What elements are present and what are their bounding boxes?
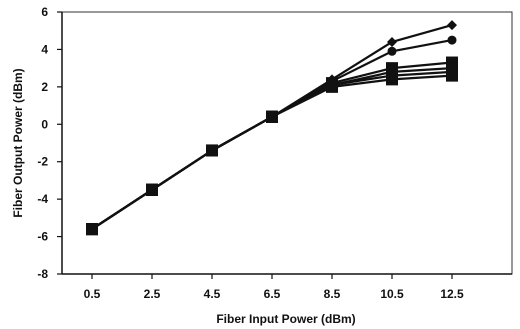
y-tick-label: 6 <box>41 5 48 19</box>
y-tick-label: 4 <box>41 42 48 56</box>
series-1-line <box>91 24 453 231</box>
y-tick-label: 2 <box>41 80 48 94</box>
series-6-point <box>206 144 218 157</box>
series-6-point <box>386 73 398 86</box>
y-axis-title: Fiber Output Power (dBm) <box>11 68 25 217</box>
series-6-point <box>326 80 338 93</box>
y-tick-label: 0 <box>41 117 48 131</box>
series-6-point <box>266 110 278 123</box>
series-2-point <box>387 46 397 56</box>
series-lines <box>91 24 453 231</box>
plot-area-frame <box>61 11 513 275</box>
series-6-point <box>446 69 458 82</box>
y-tick-label: -6 <box>37 230 48 244</box>
series-4-line <box>91 67 453 231</box>
x-axis-ticks: 0.5 2.5 4.5 6.5 8.5 10.5 12.5 <box>84 274 464 301</box>
x-axis-title: Fiber Input Power (dBm) <box>216 312 355 326</box>
series-6-point <box>86 223 98 236</box>
y-axis-ticks: -8 -6 -4 -2 0 2 4 6 <box>37 5 62 281</box>
series-6-line <box>91 74 453 231</box>
y-tick-label: -8 <box>37 267 48 281</box>
y-tick-label: -2 <box>37 155 48 169</box>
x-tick-label: 6.5 <box>264 287 281 301</box>
series-5-line <box>91 70 453 231</box>
series-6-point <box>146 183 158 196</box>
series-2-point <box>447 35 457 45</box>
x-tick-label: 0.5 <box>84 287 101 301</box>
x-tick-label: 10.5 <box>380 287 404 301</box>
series-1-point <box>447 20 457 31</box>
series-1-point <box>387 36 397 47</box>
x-tick-label: 8.5 <box>324 287 341 301</box>
x-tick-label: 12.5 <box>440 287 464 301</box>
series-markers <box>86 20 458 236</box>
x-tick-label: 2.5 <box>144 287 161 301</box>
y-tick-label: -4 <box>37 192 48 206</box>
series-3-line <box>91 61 453 231</box>
x-tick-label: 4.5 <box>204 287 221 301</box>
